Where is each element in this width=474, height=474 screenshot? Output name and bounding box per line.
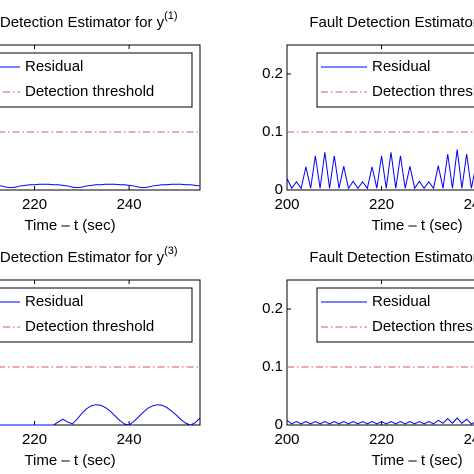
- y-tick-label: 0.1: [262, 358, 283, 375]
- title-superscript: (3): [164, 245, 177, 257]
- legend-label: Detection threshold: [372, 318, 474, 335]
- subplot: Fault Detection Estimator for y(2) 200 220…: [262, 10, 474, 234]
- legend-box: [316, 52, 474, 108]
- title-text: Fault Detection Estimator for y: [0, 14, 165, 31]
- x-tick-label: 200: [274, 431, 299, 448]
- title-text: Fault Detection Estimator for y: [0, 249, 165, 266]
- legend-label: Residual: [372, 58, 430, 75]
- legend-label: Residual: [372, 293, 430, 310]
- y-tick-label: 0: [275, 416, 283, 433]
- x-axis-label: Time – t (sec): [24, 217, 115, 234]
- axes-box: [286, 279, 474, 426]
- x-tick-label: 240: [464, 431, 474, 448]
- y-tick-label: 0.1: [262, 123, 283, 140]
- subplot-title: Fault Detection Estimator for y(4): [309, 245, 474, 266]
- subplot: Fault Detection Estimator for y(1) 220 240…: [0, 10, 201, 234]
- x-tick-label: 220: [369, 196, 394, 213]
- subplot: Fault Detection Estimator for y(4) 200 220…: [262, 245, 474, 469]
- subplot-title: Fault Detection Estimator for y(1): [0, 10, 178, 31]
- x-tick-label: 240: [464, 196, 474, 213]
- x-tick-label: 240: [117, 431, 142, 448]
- residual-line: [286, 149, 474, 190]
- x-axis-label: Time – t (sec): [371, 452, 462, 469]
- subplot-title: Fault Detection Estimator for y(3): [0, 245, 178, 266]
- legend-box: [316, 287, 474, 343]
- legend-label: Detection threshold: [25, 318, 154, 335]
- y-tick-label: 0.2: [262, 65, 283, 82]
- legend-label: Detection threshold: [372, 83, 474, 100]
- legend-box: [0, 52, 193, 108]
- title-text: Fault Detection Estimator for y: [309, 14, 474, 31]
- x-tick-label: 240: [117, 196, 142, 213]
- y-tick-label: 0: [275, 181, 283, 198]
- x-tick-label: 220: [369, 431, 394, 448]
- title-superscript: (1): [164, 10, 177, 22]
- legend-box: [0, 287, 193, 343]
- x-tick-label: 200: [274, 196, 299, 213]
- axes-box: [0, 279, 201, 426]
- x-axis-label: Time – t (sec): [371, 217, 462, 234]
- legend-label: Detection threshold: [25, 83, 154, 100]
- axes-box: [0, 44, 201, 191]
- x-tick-label: 220: [22, 431, 47, 448]
- residual-line: [0, 404, 201, 426]
- y-tick-label: 0.2: [262, 300, 283, 317]
- title-text: Fault Detection Estimator for y: [309, 249, 474, 266]
- x-tick-label: 220: [22, 196, 47, 213]
- legend-label: Residual: [25, 58, 83, 75]
- subplot: Fault Detection Estimator for y(3) 220 240…: [0, 245, 201, 469]
- residual-line: [286, 417, 474, 425]
- subplot-title: Fault Detection Estimator for y(2): [309, 10, 474, 31]
- residual-line: [0, 183, 201, 189]
- x-axis-label: Time – t (sec): [24, 452, 115, 469]
- legend-label: Residual: [25, 293, 83, 310]
- axes-box: [286, 44, 474, 191]
